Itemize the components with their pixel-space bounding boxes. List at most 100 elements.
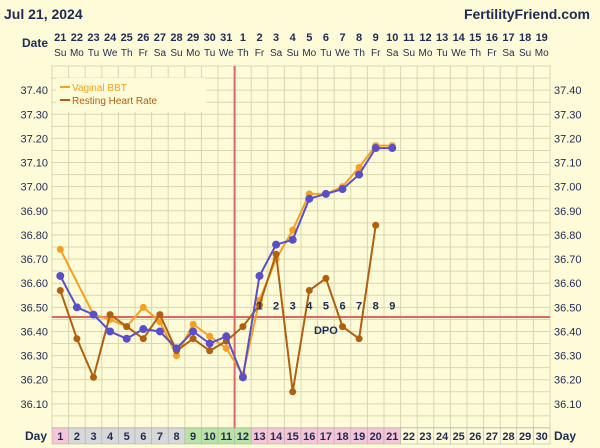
cycle-day-number: 28	[502, 431, 514, 443]
cycle-day-number: 23	[419, 431, 431, 443]
y-tick-label-left: 36.60	[20, 278, 48, 290]
cycle-day-number: 20	[370, 431, 382, 443]
weekday-label: We	[103, 48, 118, 59]
date-number: 25	[121, 32, 133, 44]
cycle-day-number: 18	[336, 431, 348, 443]
cycle-day-number: 25	[453, 431, 465, 443]
cycle-day-number: 19	[353, 431, 365, 443]
weekday-label: Sa	[502, 48, 515, 59]
date-number: 10	[386, 32, 398, 44]
weekday-label: Mo	[535, 48, 549, 59]
date-number: 8	[356, 32, 362, 44]
data-point-rhr	[272, 250, 280, 258]
y-tick-label-left: 37.10	[20, 158, 48, 170]
date-number: 29	[187, 32, 199, 44]
y-tick-label-left: 37.00	[20, 182, 48, 194]
y-tick-label-right: 37.20	[554, 133, 582, 145]
data-point-bbt	[289, 226, 297, 234]
cycle-day-cell	[533, 427, 551, 445]
cycle-day-number: 14	[270, 431, 283, 443]
weekday-label: Th	[121, 48, 133, 59]
weekday-label: Su	[519, 48, 531, 59]
weekday-label: Tu	[88, 48, 99, 59]
data-point-rhr	[239, 323, 247, 331]
y-tick-label-left: 36.50	[20, 302, 48, 314]
data-point-rhr	[339, 323, 346, 331]
date-number: 7	[339, 32, 345, 44]
y-tick-label-right: 36.80	[554, 230, 582, 242]
dpo-number: 6	[339, 301, 345, 313]
weekday-label: We	[335, 48, 350, 59]
legend-entry-bbt: Vaginal BBT	[72, 83, 127, 94]
date-number: 12	[419, 32, 431, 44]
cycle-day-number: 13	[253, 431, 265, 443]
cycle-day-number: 24	[436, 431, 449, 443]
cycle-day-number: 1	[57, 431, 63, 443]
data-point-bbt	[206, 332, 214, 340]
data-point-combined	[89, 310, 98, 319]
data-point-combined	[56, 271, 65, 280]
y-tick-label-right: 36.50	[554, 302, 582, 314]
y-tick-label-left: 37.30	[20, 109, 48, 121]
y-tick-label-right: 36.30	[554, 351, 582, 363]
site-name[interactable]: FertilityFriend.com	[463, 6, 590, 22]
cycle-day-number: 11	[220, 431, 232, 443]
weekday-label: Tu	[320, 48, 331, 59]
y-tick-label-right: 36.90	[554, 206, 582, 218]
cycle-day-number: 22	[403, 431, 415, 443]
date-number: 16	[486, 32, 498, 44]
data-point-combined	[106, 327, 115, 336]
date-number: 26	[137, 32, 149, 44]
date-number: 2	[256, 32, 262, 44]
date-number: 6	[323, 32, 329, 44]
data-point-rhr	[206, 347, 214, 355]
data-point-combined	[155, 327, 164, 336]
data-point-combined	[272, 240, 281, 249]
data-point-combined	[139, 325, 148, 334]
date-number: 15	[469, 32, 481, 44]
dpo-number: 5	[323, 301, 329, 313]
y-tick-label-right: 36.60	[554, 278, 582, 290]
weekday-label: Sa	[386, 48, 399, 59]
date-number: 11	[403, 32, 415, 44]
date-number: 9	[373, 32, 379, 44]
y-tick-label-left: 36.10	[20, 399, 48, 411]
y-tick-label-right: 36.40	[554, 326, 582, 338]
data-point-combined	[321, 189, 330, 198]
day-row-label: Day	[25, 429, 47, 443]
weekday-label: We	[219, 48, 234, 59]
dpo-number: 7	[356, 301, 362, 313]
date-number: 13	[436, 32, 448, 44]
y-tick-label-right: 36.70	[554, 254, 582, 266]
data-point-rhr	[189, 335, 197, 343]
weekday-label: Fr	[139, 48, 149, 59]
y-tick-label-right: 37.30	[554, 109, 582, 121]
day-row-label-right: Day	[554, 429, 576, 443]
data-point-bbt	[139, 303, 147, 311]
weekday-label: Fr	[255, 48, 265, 59]
date-number: 24	[104, 32, 117, 44]
data-point-combined	[305, 194, 314, 203]
date-number: 14	[453, 32, 466, 44]
y-tick-label-left: 36.80	[20, 230, 48, 242]
data-point-combined	[355, 170, 364, 179]
data-point-rhr	[73, 335, 81, 343]
date-number: 30	[204, 32, 216, 44]
chart-date: Jul 21, 2024	[4, 6, 83, 22]
y-tick-label-left: 37.20	[20, 133, 48, 145]
dpo-label: DPO	[314, 325, 338, 337]
data-point-bbt	[355, 163, 363, 171]
date-number: 28	[170, 32, 182, 44]
data-point-rhr	[289, 388, 297, 396]
cycle-day-number: 5	[124, 431, 130, 443]
weekday-label: Su	[54, 48, 66, 59]
weekday-label: Mo	[419, 48, 433, 59]
cycle-day-number: 9	[190, 431, 196, 443]
y-tick-label-left: 37.40	[20, 85, 48, 97]
y-tick-label-left: 36.20	[20, 375, 48, 387]
weekday-label: Th	[469, 48, 481, 59]
y-tick-label-left: 36.90	[20, 206, 48, 218]
date-number: 4	[290, 32, 297, 44]
cycle-day-number: 30	[536, 431, 548, 443]
date-number: 19	[536, 32, 548, 44]
